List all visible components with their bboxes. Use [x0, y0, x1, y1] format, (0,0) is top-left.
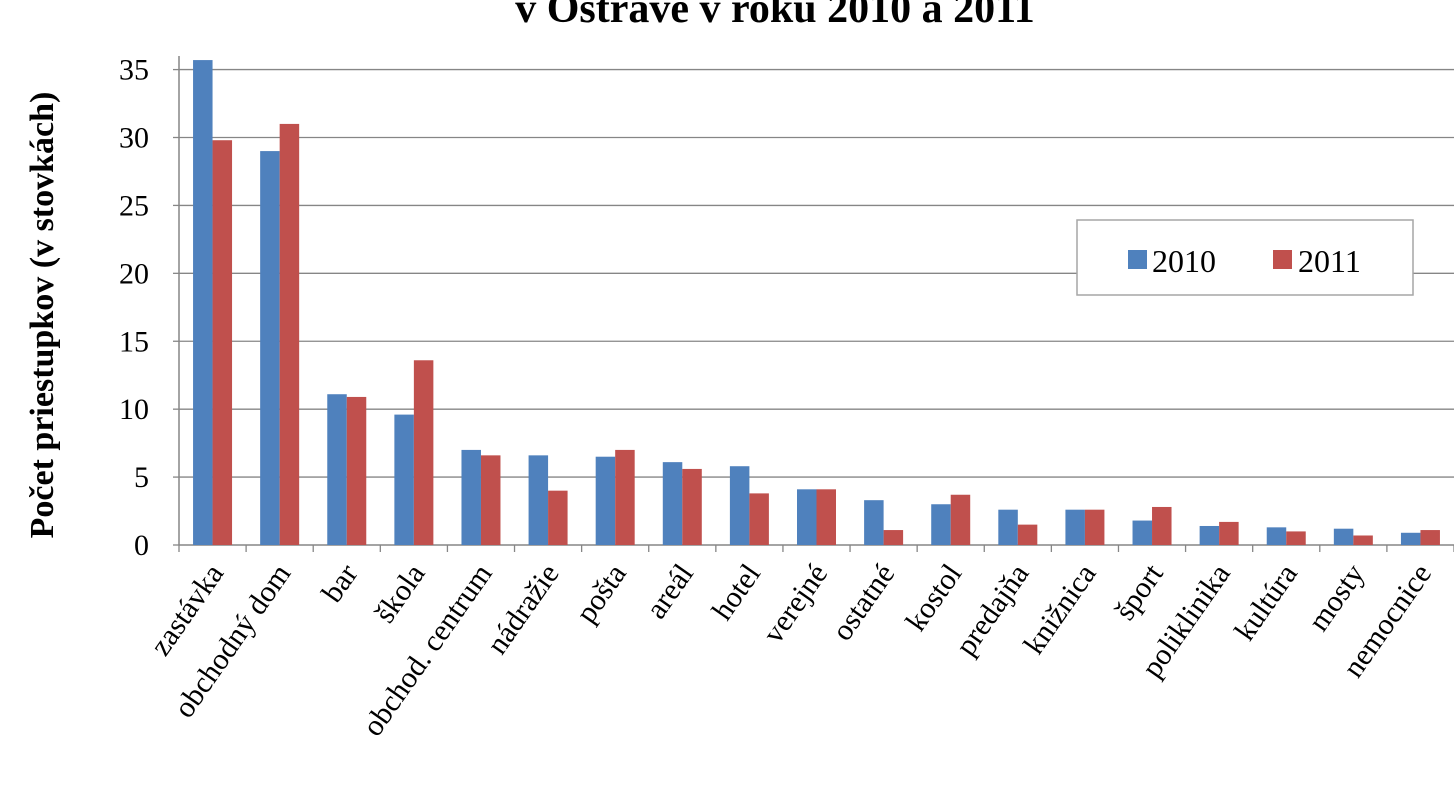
x-tick-label: hotel — [706, 558, 767, 626]
bar-2011 — [346, 396, 367, 545]
bar-2011 — [212, 140, 233, 545]
x-tick-label: mosty — [1302, 558, 1371, 637]
bar-2011 — [1219, 521, 1239, 545]
x-tick-label: bar — [315, 558, 364, 608]
legend-box — [1076, 219, 1414, 296]
bar-2011 — [413, 360, 434, 545]
bar-2010 — [327, 394, 347, 545]
bar-2010 — [662, 462, 683, 545]
bar-2011 — [1017, 524, 1038, 545]
bar-2010 — [1199, 525, 1220, 545]
x-tick-label: ostatné — [826, 558, 902, 647]
x-tick-label: areál — [640, 558, 700, 625]
y-tick-label: 20 — [119, 257, 149, 290]
bar-2010 — [998, 509, 1018, 545]
y-axis-label: Počet priestupkov (v stovkách) — [24, 92, 61, 539]
y-tick-label: 35 — [119, 54, 149, 87]
bar-2010 — [461, 449, 481, 545]
bar-2011 — [883, 530, 904, 545]
bar-2011 — [480, 455, 501, 545]
bar-2010 — [1400, 532, 1421, 545]
x-tick-label: obchod. centrum — [356, 558, 499, 742]
bar-2010 — [193, 60, 213, 545]
bar-2011 — [950, 494, 971, 545]
legend-swatch-2010 — [1128, 250, 1147, 269]
bar-2010 — [1132, 520, 1153, 545]
y-tick-label: 0 — [134, 529, 149, 562]
x-tick-label: kultúra — [1228, 558, 1304, 647]
bar-2011 — [279, 123, 300, 546]
x-tick-label: šport — [1108, 558, 1170, 627]
y-tick-label: 5 — [134, 461, 149, 494]
bar-2010 — [864, 500, 884, 545]
y-tick-label: 30 — [119, 122, 149, 155]
y-tick-label: 25 — [119, 189, 149, 222]
legend-label-2010: 2010 — [1152, 243, 1216, 279]
bar-2011 — [1353, 535, 1373, 545]
x-tick-label: verejné — [757, 558, 835, 649]
bar-2011 — [816, 489, 836, 545]
bar-2011 — [749, 493, 769, 545]
bar-2011 — [682, 468, 702, 545]
bar-2010 — [595, 456, 616, 545]
bar-2011 — [1286, 531, 1306, 545]
x-tick-label: škola — [368, 558, 431, 629]
y-tick-label: 15 — [119, 325, 149, 358]
bar-2011 — [548, 490, 568, 545]
chart-title: v Ostrave v roku 2010 a 2011 — [515, 0, 1035, 32]
bar-2011 — [1420, 530, 1440, 545]
bar-2010 — [528, 455, 549, 545]
x-tick-label: pošta — [570, 558, 633, 629]
bar-2010 — [1333, 528, 1354, 545]
bar-2011 — [1084, 509, 1105, 545]
bar-2010 — [797, 489, 817, 545]
bar-2010 — [394, 414, 414, 545]
y-tick-label: 10 — [119, 393, 149, 426]
bar-2011 — [1152, 506, 1172, 545]
bar-2010 — [1065, 509, 1085, 545]
bar-2010 — [260, 151, 280, 546]
legend: 2010 2011 — [1076, 219, 1414, 296]
x-tick-label: kostol — [899, 558, 968, 637]
legend-swatch-2011 — [1273, 250, 1292, 269]
legend-label-2011: 2011 — [1298, 243, 1361, 279]
bar-2010 — [931, 504, 951, 545]
bar-2010 — [1266, 527, 1287, 545]
bar-2010 — [729, 466, 750, 545]
bar-2011 — [615, 449, 635, 545]
